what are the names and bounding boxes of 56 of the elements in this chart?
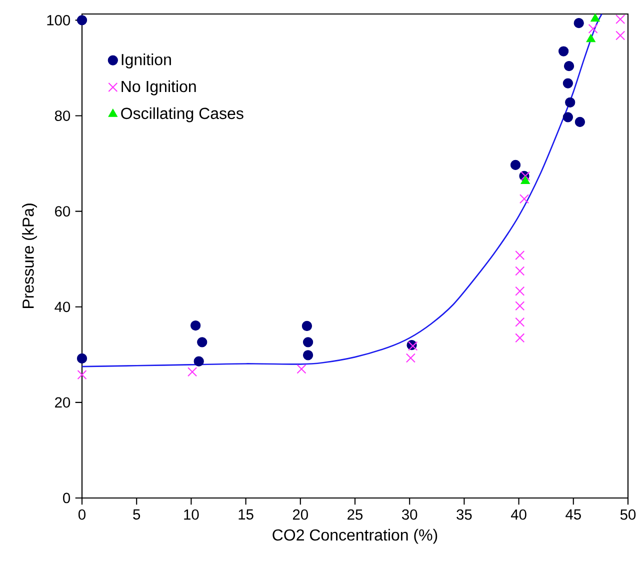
legend-label: No Ignition <box>122 80 196 96</box>
point <box>562 78 573 88</box>
point <box>616 30 626 40</box>
point <box>302 350 314 360</box>
point <box>302 320 312 332</box>
point <box>616 14 626 24</box>
y-tick-label: 60 <box>55 206 70 217</box>
x-tick-label: 50 <box>620 509 636 520</box>
point <box>302 337 314 348</box>
point <box>515 250 525 260</box>
point <box>510 160 521 170</box>
point <box>406 353 416 363</box>
x-tick-label: 45 <box>566 509 581 520</box>
point <box>586 34 596 42</box>
point <box>515 301 525 311</box>
point <box>590 13 600 22</box>
line-series <box>82 14 602 368</box>
point <box>520 176 530 184</box>
y-tick-label: 20 <box>55 397 70 408</box>
y-tick-label: 100 <box>47 15 70 26</box>
y-tick-label: 40 <box>54 302 70 312</box>
point <box>77 370 87 380</box>
x-tick-label: 5 <box>133 509 140 520</box>
x-tick-label: 40 <box>510 509 526 520</box>
x-axis-title: CO2 Concentration (%) <box>272 528 438 544</box>
point <box>515 333 525 343</box>
point <box>519 194 530 204</box>
x-tick-label: 20 <box>292 509 308 520</box>
point <box>574 18 584 28</box>
point <box>562 112 573 122</box>
x-tick-label: 0 <box>78 509 86 520</box>
point <box>296 364 306 374</box>
point <box>564 61 574 72</box>
point <box>515 317 525 327</box>
point <box>190 320 201 331</box>
point <box>197 337 208 348</box>
point <box>574 116 586 128</box>
point <box>558 46 569 56</box>
x-tick-label: 30 <box>402 509 418 520</box>
point <box>76 353 88 364</box>
x-tick-label: 25 <box>348 509 363 520</box>
y-tick-label: 80 <box>54 110 70 121</box>
y-axis-title: Pressure (kPa) <box>22 204 37 308</box>
point <box>515 286 525 296</box>
x-tick-label: 10 <box>184 509 199 520</box>
point <box>194 356 204 366</box>
y-tick-label: 0 <box>63 492 70 504</box>
x-tick-label: 35 <box>456 509 472 520</box>
point <box>188 367 198 377</box>
point <box>515 266 525 276</box>
point <box>588 24 598 34</box>
point <box>76 15 88 26</box>
legend-label: Ignition <box>122 53 171 68</box>
legend-label: Oscillating Cases <box>121 107 244 122</box>
point <box>565 97 576 108</box>
x-tick-label: 15 <box>238 509 254 520</box>
